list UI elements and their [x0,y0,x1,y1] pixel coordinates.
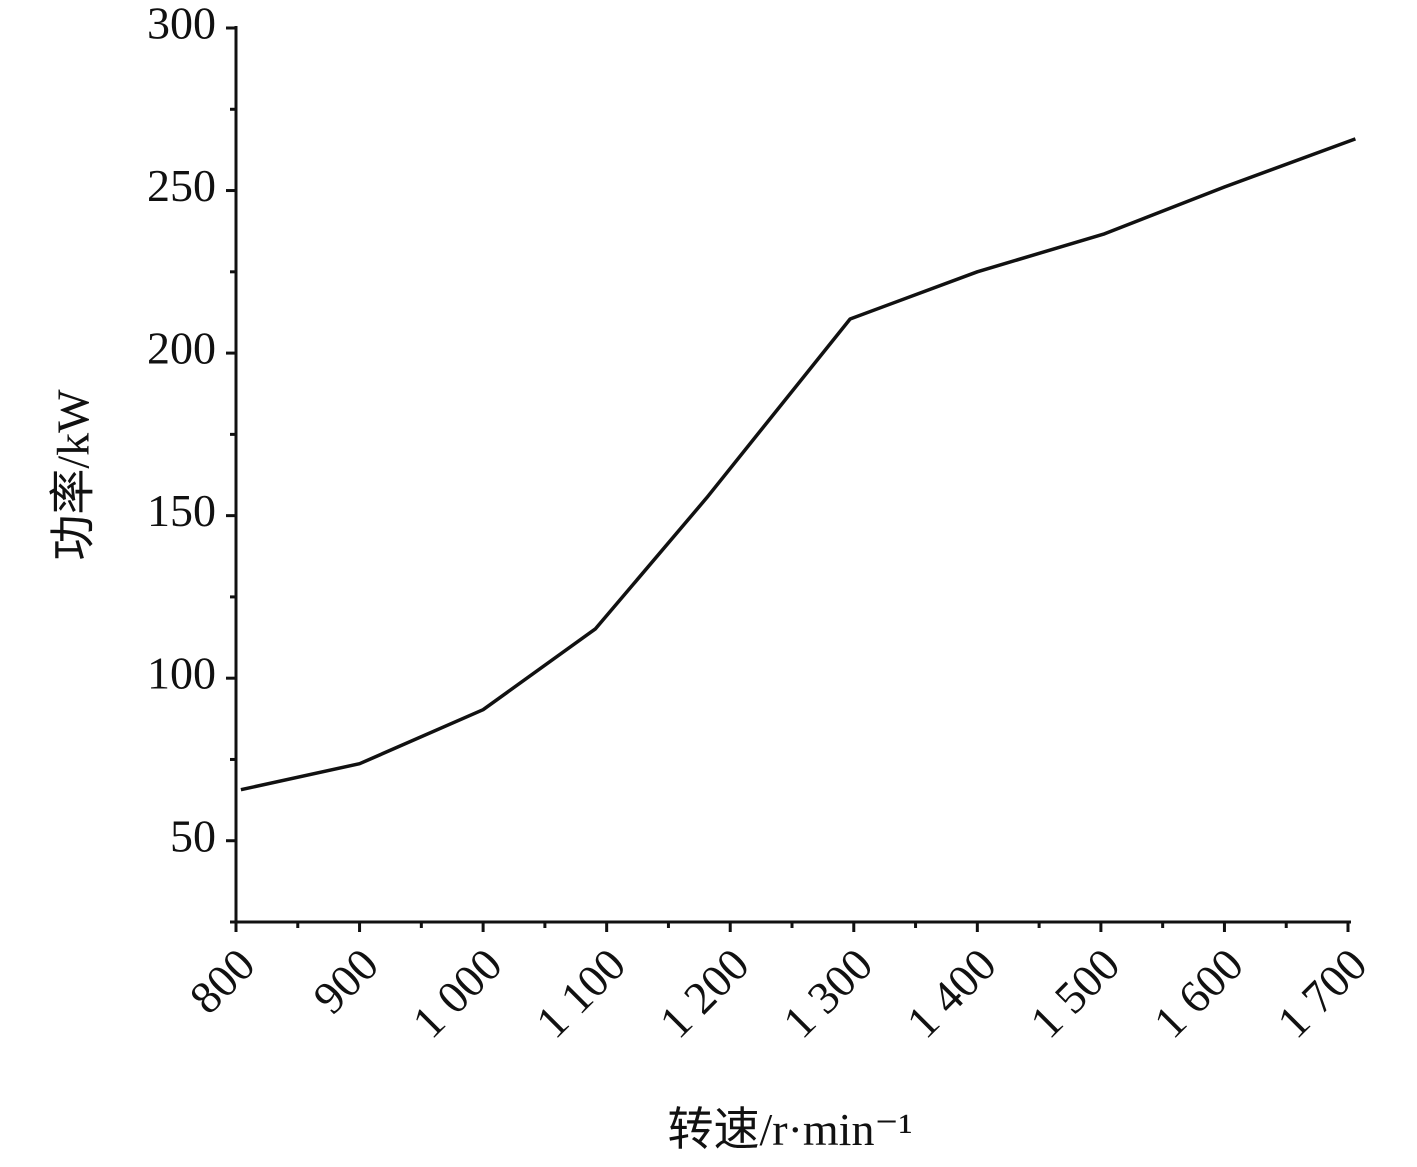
x-tick-label: 1 500 [1020,938,1129,1047]
x-axis-label: 转速/r·min⁻¹ [667,1104,912,1155]
x-tick-label: 1 300 [773,938,882,1047]
y-tick-label: 50 [170,810,216,861]
y-tick-label: 200 [147,323,216,374]
x-tick-label: 1 200 [650,938,759,1047]
x-tick-label: 1 000 [402,938,511,1047]
y-tick-label: 250 [147,160,216,211]
y-tick-label: 300 [147,0,216,49]
x-tick-label: 1 400 [897,938,1006,1047]
x-tick-label: 1 600 [1144,938,1253,1047]
line [240,137,1357,792]
x-tick-label: 1 100 [526,938,635,1047]
y-tick-label: 150 [147,485,216,536]
y-tick-label: 100 [147,648,216,699]
y-axis-label: 功率/kW [48,389,99,561]
x-tick-label: 800 [180,938,265,1023]
x-tick-label: 900 [303,938,388,1023]
x-tick-label: 1 700 [1267,938,1376,1047]
